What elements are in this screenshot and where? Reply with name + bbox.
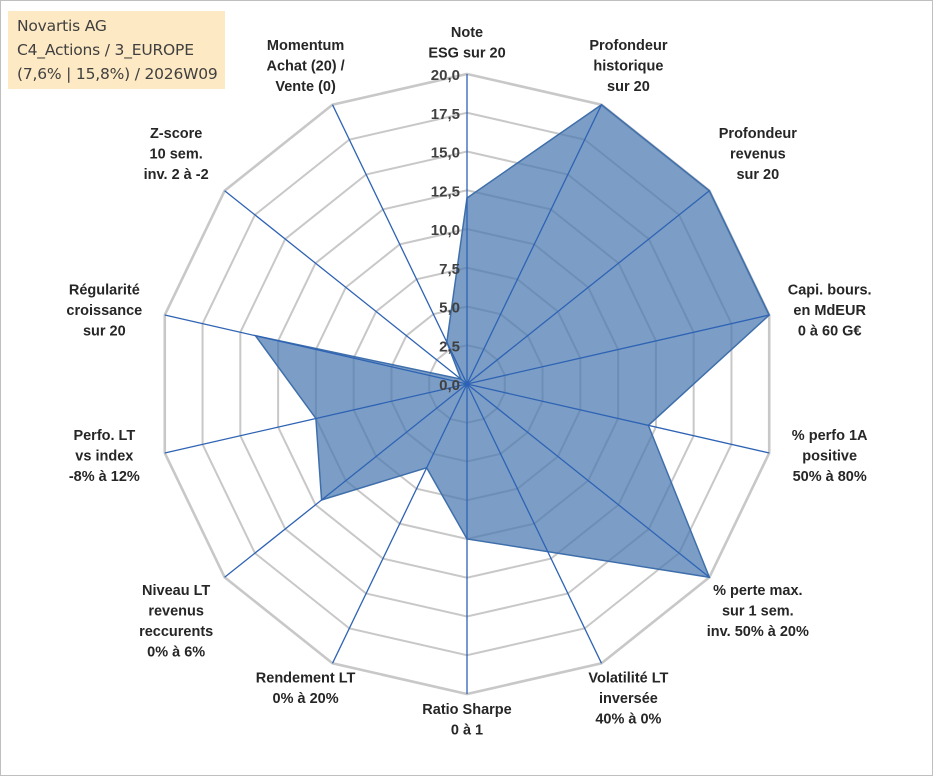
axis-spoke bbox=[466, 104, 603, 385]
axis-label: Volatilité LT inversée 40% à 0% bbox=[588, 671, 668, 728]
axis-label: % perfo 1A positive 50% à 80% bbox=[792, 428, 868, 485]
axis-label: Z-score 10 sem. inv. 2 à -2 bbox=[144, 126, 209, 183]
axis-spoke bbox=[466, 383, 710, 578]
chart-subtitle-category: C4_Actions / 3_EUROPE bbox=[17, 41, 194, 59]
axis-spoke bbox=[466, 314, 770, 385]
axis-spoke bbox=[466, 383, 603, 664]
axis-spoke bbox=[164, 314, 468, 385]
axis-label: Ratio Sharpe 0 à 1 bbox=[422, 702, 511, 739]
chart-subtitle-stats: (7,6% | 15,8%) / 2026W09 bbox=[17, 65, 218, 83]
axis-spoke bbox=[224, 383, 468, 578]
radial-tick-labels: 0,0 2,5 5,0 7,5 10,0 12,5 15,0 17,5 20,0 bbox=[431, 67, 460, 394]
axis-spoke bbox=[224, 190, 468, 385]
axis-label: Profondeur revenus sur 20 bbox=[719, 126, 797, 183]
tick-label: 17,5 bbox=[431, 106, 460, 123]
tick-label: 10,0 bbox=[431, 222, 460, 239]
axis-label: Rendement LT 0% à 20% bbox=[256, 671, 356, 708]
tick-label: 0,0 bbox=[439, 377, 460, 394]
tick-label: 5,0 bbox=[439, 300, 460, 317]
axis-label: Perfo. LT vs index -8% à 12% bbox=[69, 428, 140, 485]
tick-label: 20,0 bbox=[431, 67, 460, 84]
axis-label: Note ESG sur 20 bbox=[428, 25, 505, 62]
tick-label: 2,5 bbox=[439, 338, 460, 355]
chart-title-box: Novartis AG C4_Actions / 3_EUROPE (7,6% … bbox=[8, 11, 225, 89]
axis-spoke bbox=[164, 383, 468, 454]
chart-title: Novartis AG bbox=[17, 17, 107, 35]
axis-spoke bbox=[466, 383, 770, 454]
axis-spoke bbox=[331, 383, 468, 664]
radar-spokes bbox=[164, 74, 770, 694]
axis-spoke bbox=[466, 190, 710, 385]
tick-label: 7,5 bbox=[439, 261, 460, 278]
axis-label: Capi. bours. en MdEUR 0 à 60 G€ bbox=[788, 282, 872, 339]
axis-label: Profondeur historique sur 20 bbox=[589, 38, 667, 95]
axis-spoke bbox=[331, 104, 468, 385]
axis-label: Momentum Achat (20) / Vente (0) bbox=[267, 38, 345, 95]
axis-label: Régularité croissance sur 20 bbox=[66, 282, 142, 339]
tick-label: 12,5 bbox=[431, 183, 460, 200]
axis-label: Niveau LT revenus reccurents 0% à 6% bbox=[139, 583, 213, 661]
axis-labels: Note ESG sur 20 Profondeur historique sur 20… bbox=[66, 25, 871, 739]
tick-label: 15,0 bbox=[431, 145, 460, 162]
axis-label: % perte max. sur 1 sem. inv. 50% à 20% bbox=[707, 583, 809, 640]
